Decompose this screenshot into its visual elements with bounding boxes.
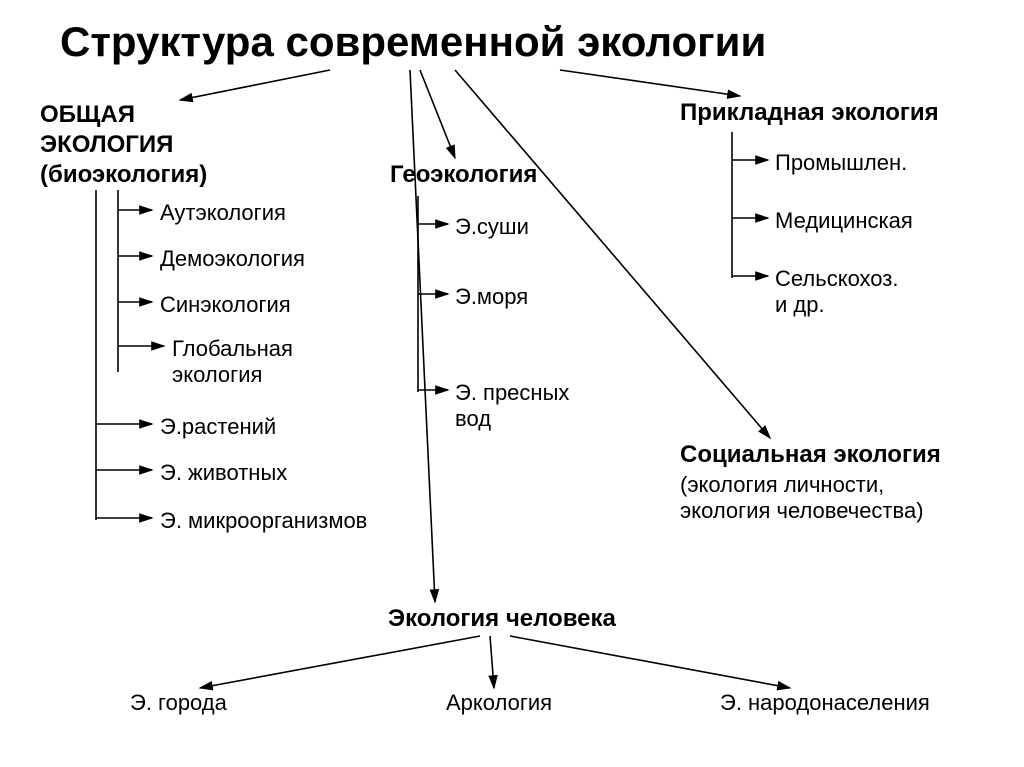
node-fresh: Э. пресныхвод (455, 380, 569, 433)
node-land: Э.суши (455, 214, 529, 240)
node-med: Медицинская (775, 208, 913, 234)
node-glob: Глобальнаяэкология (172, 336, 293, 389)
node-social: Социальная экология (680, 440, 941, 470)
node-general: ОБЩАЯЭКОЛОГИЯ(биоэкология) (40, 100, 207, 190)
node-anim: Э. животных (160, 460, 287, 486)
node-sea: Э.моря (455, 284, 528, 310)
node-ind: Промышлен. (775, 150, 907, 176)
node-applied: Прикладная экология (680, 98, 939, 128)
node-syn: Синэкология (160, 292, 291, 318)
node-pop: Э. народонаселения (720, 690, 930, 716)
node-city: Э. города (130, 690, 227, 716)
diagram-canvas: Структура современной экологии ОБЩАЯЭКОЛ… (0, 0, 1024, 767)
node-arc: Аркология (446, 690, 552, 716)
node-plant: Э.растений (160, 414, 276, 440)
node-demo: Демоэкология (160, 246, 305, 272)
node-micro: Э. микроорганизмов (160, 508, 367, 534)
node-social-sub: (экология личности,экология человечества… (680, 472, 924, 525)
node-agr: Сельскохоз.и др. (775, 266, 899, 319)
diagram-title: Структура современной экологии (60, 18, 766, 66)
node-geo: Геоэкология (390, 160, 537, 190)
node-aut: Аутэкология (160, 200, 286, 226)
node-human: Экология человека (388, 604, 616, 634)
